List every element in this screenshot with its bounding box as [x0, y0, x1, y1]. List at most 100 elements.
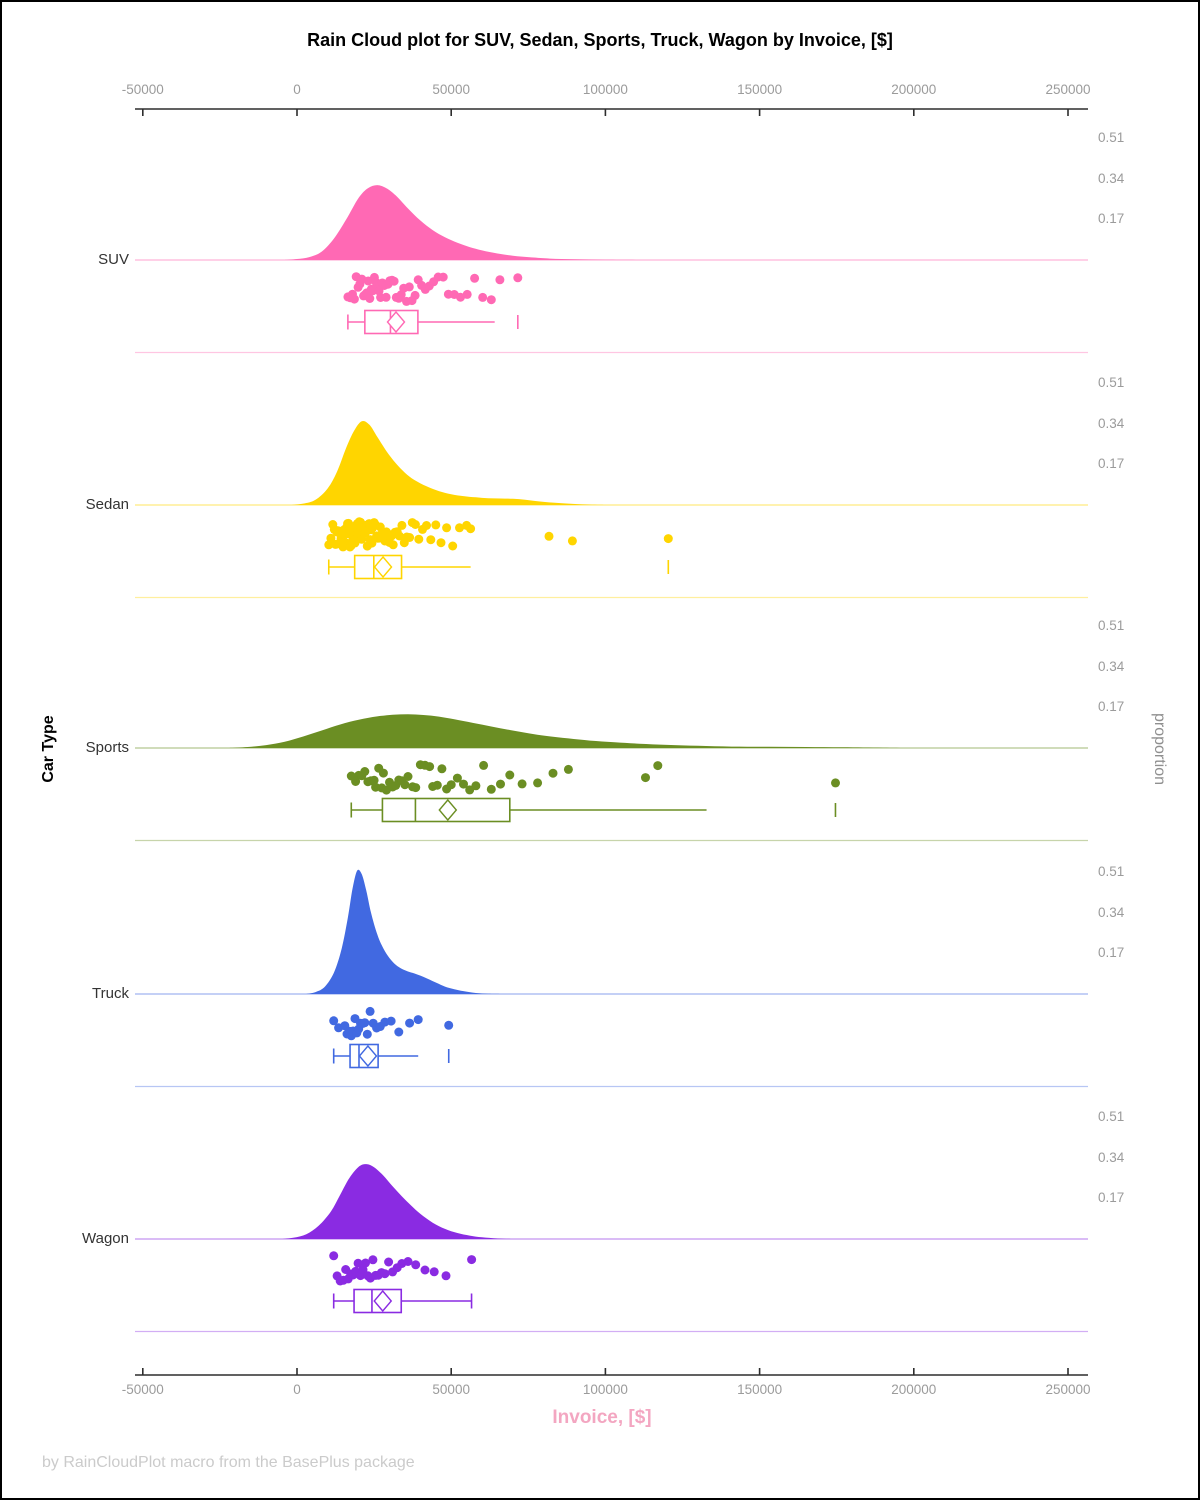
- rain-point: [466, 524, 476, 534]
- density-curve: [281, 1164, 513, 1239]
- rain-point: [404, 282, 414, 292]
- rain-point: [329, 1251, 339, 1261]
- rain-point: [496, 779, 505, 789]
- rain-point: [470, 273, 480, 283]
- rain-point: [367, 538, 377, 548]
- x-tick-label: 100000: [582, 82, 628, 97]
- rain-point: [361, 1258, 370, 1268]
- rain-point: [495, 275, 505, 285]
- proportion-tick-label: 0.17: [1098, 699, 1125, 715]
- x-tick-label: 0: [293, 82, 301, 97]
- rain-point: [360, 1018, 370, 1028]
- rain-points: [346, 760, 840, 795]
- rain-point: [486, 784, 496, 794]
- x-axis-title-invoice: Invoice, [$]: [552, 1407, 652, 1428]
- x-tick-label: 150000: [737, 1382, 783, 1397]
- rain-point: [411, 1260, 421, 1270]
- row-truck: [135, 869, 1088, 1088]
- rain-point: [414, 534, 424, 544]
- proportion-tick-label: 0.17: [1098, 945, 1125, 961]
- category-label-wagon: Wagon: [82, 1230, 129, 1247]
- rain-point: [380, 1269, 390, 1279]
- proportion-tick-label: 0.51: [1098, 1108, 1125, 1124]
- proportion-tick-label: 0.51: [1098, 617, 1125, 633]
- row-wagon: [135, 1164, 1088, 1333]
- rain-point: [397, 520, 407, 530]
- rain-point: [400, 780, 410, 790]
- rain-point: [369, 775, 379, 785]
- rain-point: [544, 531, 554, 541]
- density-curve: [290, 420, 606, 505]
- rain-point: [410, 290, 420, 300]
- x-tick-label: 200000: [891, 1382, 937, 1397]
- rain-point: [462, 289, 472, 299]
- x-tick-label: 250000: [1045, 82, 1091, 97]
- rain-point: [360, 767, 370, 776]
- y-axis-title-car-type: Car Type: [40, 715, 57, 783]
- x-tick-label: 50000: [432, 1382, 470, 1397]
- rain-point: [563, 764, 573, 774]
- rain-point: [641, 773, 650, 783]
- box-plot: [350, 797, 837, 823]
- box-plot: [332, 1043, 450, 1069]
- proportion-tick-label: 0.34: [1098, 658, 1125, 674]
- rain-point: [437, 764, 447, 774]
- rain-point: [505, 770, 515, 780]
- rain-point: [388, 540, 398, 550]
- rain-point: [394, 1027, 404, 1037]
- rain-point: [368, 1255, 378, 1265]
- rain-point: [446, 780, 456, 790]
- rain-point: [365, 1006, 375, 1016]
- rain-point: [436, 538, 446, 548]
- proportion-tick-label: 0.17: [1098, 456, 1125, 472]
- density-curve: [284, 185, 643, 260]
- x-tick-label: 0: [293, 1382, 301, 1397]
- x-axes: [135, 108, 1088, 1376]
- rain-point: [548, 768, 558, 778]
- rain-point: [394, 531, 404, 541]
- rain-points: [329, 1006, 454, 1041]
- rain-point: [403, 1257, 413, 1266]
- rain-point: [486, 295, 496, 305]
- mean-diamond: [373, 1289, 393, 1313]
- rain-point: [422, 521, 431, 530]
- rain-point: [353, 1258, 363, 1268]
- rain-point: [459, 779, 468, 789]
- rain-point: [386, 1016, 396, 1026]
- box-plot: [347, 309, 519, 335]
- x-tick-label: 200000: [891, 82, 937, 97]
- rain-point: [365, 294, 375, 303]
- rain-point: [479, 760, 489, 770]
- proportion-tick-label: 0.34: [1098, 1149, 1125, 1165]
- rain-points: [343, 272, 523, 306]
- attribution-footer: by RainCloudPlot macro from the BasePlus…: [42, 1454, 415, 1471]
- rain-point: [375, 522, 385, 532]
- rain-point: [438, 272, 448, 282]
- rain-point: [413, 1015, 423, 1025]
- rain-point: [517, 779, 527, 789]
- rain-point: [420, 1265, 430, 1275]
- rain-point: [381, 292, 391, 302]
- rain-point: [452, 773, 462, 783]
- rain-point: [478, 292, 488, 302]
- rain-point: [432, 780, 442, 790]
- rain-point: [405, 533, 415, 542]
- x-tick-label: 150000: [737, 82, 783, 97]
- rain-point: [378, 768, 388, 778]
- row-sedan: [135, 420, 1088, 599]
- rain-point: [349, 294, 359, 304]
- row-suv: [135, 185, 1088, 354]
- category-label-sports: Sports: [85, 739, 129, 756]
- density-curve: [229, 714, 914, 748]
- rain-point: [663, 534, 673, 544]
- x-tick-label: -50000: [121, 1382, 164, 1397]
- rain-point: [448, 541, 458, 551]
- proportion-tick-label: 0.34: [1098, 904, 1125, 920]
- proportion-tick-label: 0.51: [1098, 374, 1125, 390]
- rain-point: [389, 276, 399, 286]
- mean-diamond: [373, 555, 393, 579]
- rain-point: [426, 535, 436, 545]
- density-curve: [306, 869, 501, 994]
- rain-point: [471, 781, 481, 791]
- rain-point: [405, 1018, 415, 1028]
